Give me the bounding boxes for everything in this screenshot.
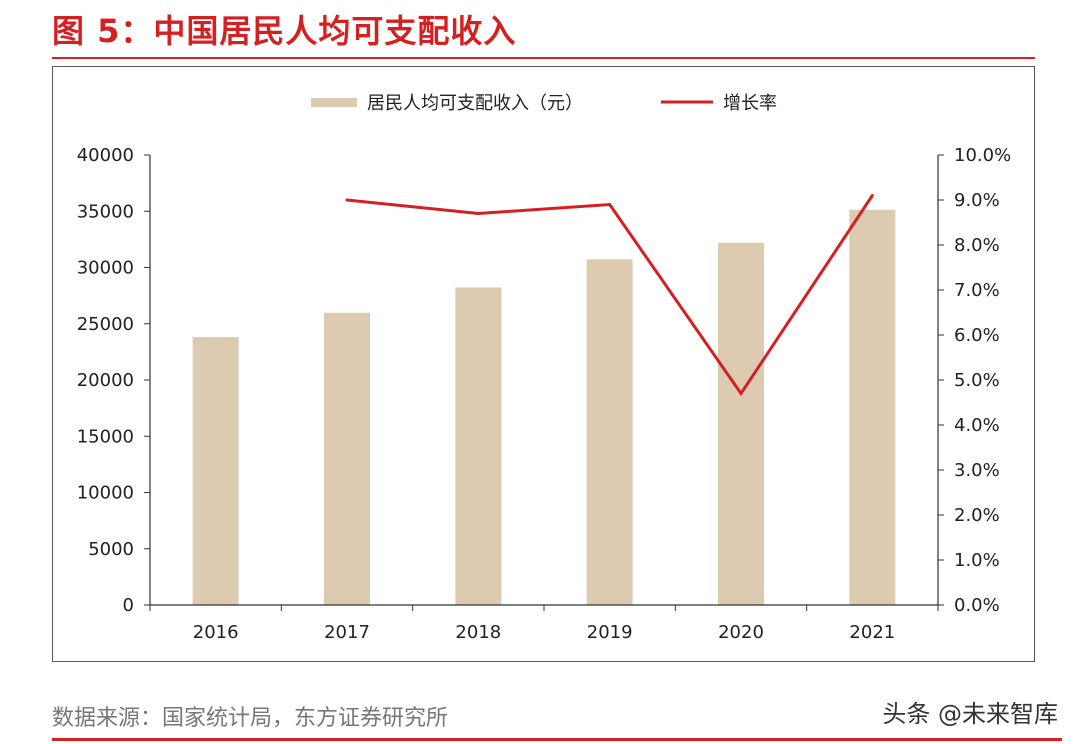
y-tick-label-right: 4.0% [954,415,1000,436]
legend-bar-label: 居民人均可支配收入（元） [367,93,583,114]
bottom-rule [52,738,1062,741]
x-tick-label: 2019 [587,622,633,643]
growth-point-2018 [476,212,480,215]
y-tick-label-right: 9.0% [954,190,1000,211]
growth-point-2017 [345,198,349,202]
y-tick-label-right: 7.0% [954,280,1000,301]
growth-point-2021 [870,194,874,197]
y-tick-label-right: 2.0% [954,505,1000,526]
x-tick-label: 2021 [849,622,895,643]
y-tick-label-right: 8.0% [954,235,1000,256]
bar-2021 [849,209,896,605]
y-tick-label-right: 0.0% [954,595,1000,616]
y-tick-label-right: 5.0% [954,370,1000,391]
bar-2017 [324,312,370,605]
y-tick-label-right: 1.0% [954,550,1000,571]
x-tick-label: 2016 [193,622,239,643]
watermark-text: 头条 @未来智库 [882,700,1058,728]
y-tick-label-left: 15000 [77,426,134,447]
y-tick-label-left: 20000 [77,370,134,391]
bar-2019 [586,259,633,605]
y-tick-label-right: 10.0% [954,145,1011,166]
bar-2016 [192,337,239,605]
y-tick-label-left: 35000 [77,201,134,222]
y-tick-label-left: 5000 [88,539,134,560]
x-tick-label: 2017 [324,622,370,643]
y-tick-label-left: 25000 [77,314,134,335]
y-tick-label-left: 0 [123,595,134,616]
legend-line-label: 增长率 [723,93,777,114]
y-tick-label-right: 6.0% [954,325,1000,346]
source-note: 数据来源：国家统计局，东方证券研究所 [52,706,449,731]
title-rule [52,57,1035,59]
y-tick-label-right: 3.0% [954,460,1000,481]
x-tick-label: 2018 [455,622,501,643]
growth-point-2020 [739,392,743,395]
y-tick-label-left: 40000 [77,145,134,166]
legend-bar-swatch [311,98,357,107]
figure-title: 图 5：中国居民人均可支配收入 [52,12,517,50]
y-tick-label-left: 10000 [77,483,134,504]
chart-frame: 居民人均可支配收入（元） 增长率 0 5000 10000 15000 20000 25000… [52,66,1035,662]
bar-2020 [718,242,764,605]
y-tick-label-left: 30000 [77,258,134,279]
chart-canvas: 居民人均可支配收入（元） 增长率 0 5000 10000 15000 20000 25000… [77,93,1011,643]
x-tick-label: 2020 [718,622,764,643]
growth-point-2019 [608,203,612,206]
bar-2018 [455,287,502,605]
